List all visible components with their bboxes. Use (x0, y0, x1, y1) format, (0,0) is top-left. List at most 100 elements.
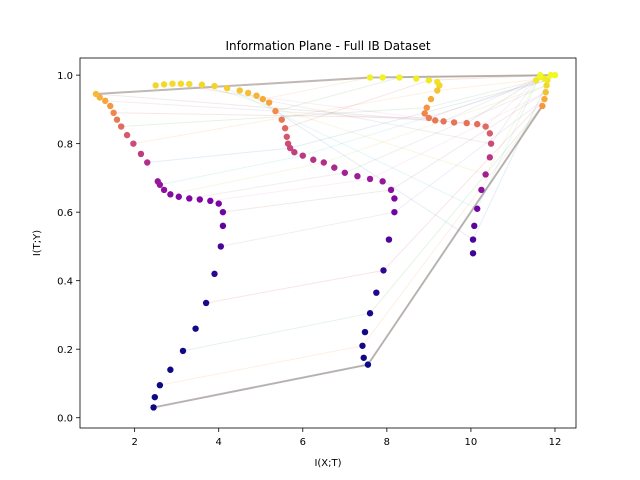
data-point (380, 267, 387, 274)
data-point (102, 97, 109, 105)
data-point (299, 152, 306, 159)
data-point (474, 120, 481, 128)
data-point (117, 123, 125, 130)
data-point (354, 172, 361, 180)
x-tick-label: 12 (549, 437, 562, 448)
data-point (160, 81, 168, 88)
data-point (259, 95, 267, 103)
trajectory-line (153, 105, 544, 409)
data-point (137, 150, 145, 158)
data-point (272, 107, 279, 115)
data-point (478, 186, 485, 194)
data-point (551, 71, 559, 79)
data-point (278, 116, 285, 123)
data-point (366, 310, 374, 317)
data-point (179, 347, 187, 355)
data-point (198, 81, 206, 88)
data-point (167, 366, 174, 373)
data-point (154, 178, 161, 185)
data-point (471, 222, 478, 230)
data-point (423, 104, 430, 111)
data-point (537, 71, 544, 79)
data-point (486, 130, 494, 137)
data-point (391, 195, 398, 202)
data-point (391, 208, 398, 216)
data-point (486, 154, 494, 161)
x-tick-label: 2 (131, 437, 137, 448)
data-point (211, 82, 218, 90)
data-point (431, 117, 439, 124)
data-point (151, 393, 159, 401)
data-point (107, 102, 114, 110)
data-point (291, 149, 298, 156)
data-point (244, 89, 252, 97)
trajectory-line (210, 91, 546, 202)
y-tick-label: 0.2 (57, 345, 73, 356)
data-point (211, 270, 218, 278)
data-point (542, 89, 549, 96)
data-point (487, 140, 495, 147)
x-tick-label: 10 (465, 437, 478, 448)
scatter-points (92, 71, 559, 411)
data-point (482, 171, 489, 178)
data-point (379, 178, 386, 185)
data-point (543, 82, 550, 89)
data-point (192, 325, 199, 332)
y-tick-label: 0.8 (57, 140, 73, 151)
data-point (539, 102, 546, 110)
data-point (366, 74, 374, 81)
data-point (450, 119, 458, 126)
data-point (360, 354, 367, 361)
y-tick-label: 0.6 (57, 208, 73, 219)
y-axis: 0.0 0.2 0.4 0.6 0.8 1.0 (57, 71, 80, 425)
data-point (236, 87, 243, 94)
data-point (281, 125, 289, 132)
data-point (463, 119, 470, 127)
data-point (92, 90, 100, 98)
data-point (361, 328, 369, 336)
y-tick-label: 1.0 (57, 71, 73, 82)
data-point (359, 342, 366, 349)
chart-title: Information Plane - Full IB Dataset (225, 39, 430, 53)
data-point (385, 236, 393, 243)
data-point (425, 114, 433, 122)
data-point (113, 116, 121, 123)
data-point (364, 361, 372, 368)
data-point (219, 208, 227, 216)
data-point (474, 205, 481, 212)
data-point (379, 74, 386, 81)
data-point (283, 133, 291, 140)
data-point (366, 175, 374, 183)
data-point (373, 289, 380, 296)
data-point (186, 195, 193, 202)
data-point (196, 196, 203, 203)
data-point (223, 84, 231, 92)
data-point (469, 236, 477, 243)
data-point (219, 222, 227, 230)
data-point (541, 95, 548, 103)
data-point (175, 193, 182, 200)
x-tick-label: 8 (384, 437, 390, 448)
plot-frame (79, 57, 577, 429)
x-tick-label: 6 (300, 437, 306, 448)
data-point (421, 110, 428, 117)
data-point (207, 197, 214, 205)
data-point (331, 164, 338, 171)
data-point (202, 299, 210, 307)
data-point (152, 82, 159, 89)
data-point (177, 80, 185, 87)
y-tick-label: 0.0 (57, 414, 73, 425)
data-point (123, 131, 131, 139)
data-point (440, 118, 447, 125)
trajectory-line (206, 98, 545, 304)
y-axis-label: I(T;Y) (32, 230, 43, 256)
data-point (320, 159, 327, 166)
data-point (396, 74, 403, 81)
data-point (413, 75, 420, 82)
data-point (150, 404, 157, 411)
data-point (310, 156, 317, 163)
data-point (130, 140, 137, 147)
data-point (186, 80, 193, 88)
data-point (425, 77, 433, 84)
data-point (160, 186, 168, 194)
